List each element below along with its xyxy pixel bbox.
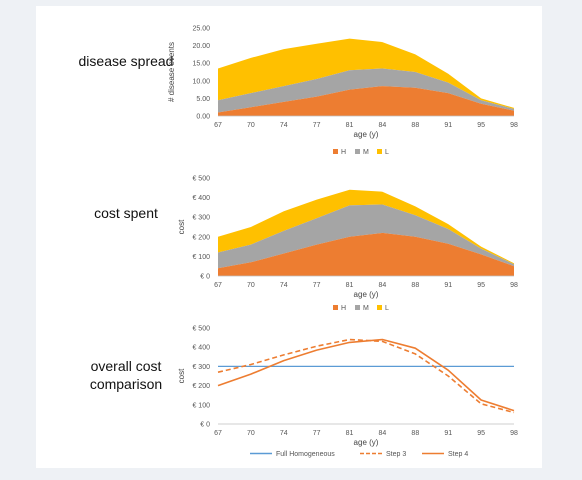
x-tick-label: 84 [379, 282, 387, 289]
x-tick-label: 95 [477, 430, 485, 437]
line-series-step-3 [217, 338, 515, 414]
x-tick-label: 77 [313, 430, 321, 437]
y-tick-label: € 200 [192, 383, 210, 390]
y-tick-label: € 500 [192, 326, 210, 333]
area-series-H [218, 232, 514, 276]
y-tick-label: 25.00 [192, 26, 210, 33]
panel-label-overall-cost-line1: overall cost [90, 358, 162, 374]
y-tick-label: € 300 [192, 215, 210, 222]
legend-label-step-3: Step 3 [386, 451, 406, 458]
x-tick-label: 70 [247, 122, 255, 129]
x-tick-label: 91 [444, 430, 452, 437]
y-axis-title: cost [177, 368, 186, 383]
y-tick-label: € 500 [192, 176, 210, 183]
legend-swatch-L [377, 305, 382, 310]
panel-label-overall-cost-line2: comparison [89, 376, 163, 392]
chart-disease-spread: 0.00 5.00 10.00 15.00 20.00 25.00 67 70 74 77 81 84… [167, 26, 518, 157]
legend-swatch-L [377, 149, 382, 154]
x-tick-label: 77 [313, 122, 321, 129]
x-tick-label: 84 [379, 122, 387, 129]
x-tick-label: 81 [346, 282, 354, 289]
y-tick-label: € 300 [192, 364, 210, 371]
x-tick-label: 67 [214, 122, 222, 129]
x-tick-label: 95 [477, 282, 485, 289]
area-series-M [218, 68, 514, 113]
x-tick-label: 98 [510, 282, 518, 289]
x-tick-label: 77 [313, 282, 321, 289]
chart-overall-cost-comparison: € 0 € 100 € 200 € 300 € 400 € 500 67 70 74 77 81 84… [177, 326, 518, 459]
x-tick-label: 95 [477, 122, 485, 129]
x-tick-label: 98 [510, 430, 518, 437]
x-tick-label: 70 [247, 430, 255, 437]
x-tick-label: 91 [444, 122, 452, 129]
area-series-M [218, 204, 514, 269]
y-tick-label: 10.00 [192, 78, 210, 85]
x-tick-label: 88 [411, 122, 419, 129]
legend-label-L: L [385, 305, 389, 312]
x-tick-label: 74 [280, 282, 288, 289]
y-axis-title: # disease events [167, 42, 176, 102]
legend-label-H: H [341, 149, 346, 156]
chart-cost-spent: € 0 € 100 € 200 € 300 € 400 € 500 67 70 74 77 81 84… [177, 176, 518, 313]
x-tick-label: 67 [214, 430, 222, 437]
legend-label-L: L [385, 149, 389, 156]
x-tick-label: 74 [280, 430, 288, 437]
y-tick-label: 0.00 [196, 114, 210, 121]
y-tick-label: € 0 [200, 274, 210, 281]
legend-swatch-M [355, 149, 360, 154]
y-axis-title: cost [177, 219, 186, 234]
y-tick-label: 15.00 [192, 61, 210, 68]
y-tick-label: € 0 [200, 422, 210, 429]
x-tick-label: 88 [411, 282, 419, 289]
x-tick-label: 88 [411, 430, 419, 437]
x-tick-label: 91 [444, 282, 452, 289]
legend-label-M: M [363, 149, 369, 156]
y-tick-label: € 100 [192, 402, 210, 409]
legend-swatch-H [333, 149, 338, 154]
line-series-step-4 [217, 338, 515, 412]
legend-label-full-homogeneous: Full Homogeneous [276, 451, 335, 458]
x-axis-title: age (y) [354, 438, 379, 447]
x-tick-label: 67 [214, 282, 222, 289]
x-tick-label: 81 [346, 122, 354, 129]
x-tick-label: 70 [247, 282, 255, 289]
legend-label-H: H [341, 305, 346, 312]
x-tick-label: 74 [280, 122, 288, 129]
figure-card: disease spread cost spent overall cost c… [36, 6, 542, 468]
y-tick-label: 20.00 [192, 43, 210, 50]
y-tick-label: € 200 [192, 234, 210, 241]
area-series-H [218, 86, 514, 116]
x-axis-title: age (y) [354, 130, 379, 139]
x-axis-title: age (y) [354, 290, 379, 299]
panel-label-cost-spent: cost spent [94, 205, 158, 221]
x-tick-label: 98 [510, 122, 518, 129]
y-tick-label: € 100 [192, 254, 210, 261]
legend-label-step-4: Step 4 [448, 451, 468, 458]
y-tick-label: 5.00 [196, 96, 210, 103]
x-tick-label: 84 [379, 430, 387, 437]
legend-swatch-M [355, 305, 360, 310]
legend-swatch-H [333, 305, 338, 310]
area-series-L [218, 189, 514, 265]
y-tick-label: € 400 [192, 345, 210, 352]
legend-label-M: M [363, 305, 369, 312]
panel-label-disease-spread: disease spread [78, 53, 174, 69]
area-series-L [218, 38, 514, 109]
y-tick-label: € 400 [192, 195, 210, 202]
x-tick-label: 81 [346, 430, 354, 437]
